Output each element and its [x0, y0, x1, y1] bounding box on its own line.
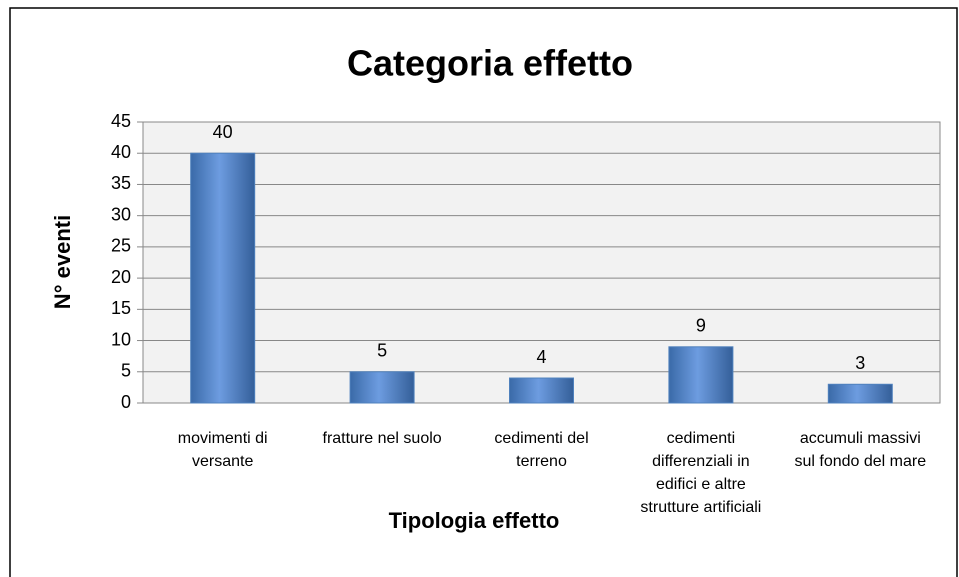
- y-tick-label: 35: [111, 173, 131, 193]
- y-tick-label: 10: [111, 329, 131, 349]
- bar: [190, 152, 256, 404]
- y-tick-label: 25: [111, 236, 131, 256]
- data-label: 3: [855, 353, 865, 373]
- data-label: 9: [696, 316, 706, 336]
- chart-title: Categoria effetto: [347, 43, 633, 84]
- x-tick-label: cedimenti del terreno: [494, 430, 589, 470]
- y-tick-label: 45: [111, 111, 131, 131]
- y-tick-label: 5: [121, 361, 131, 381]
- y-tick-label: 0: [121, 392, 131, 412]
- bar: [827, 383, 893, 404]
- data-label: 4: [536, 347, 546, 367]
- bar: [349, 371, 415, 404]
- y-axis-title: N° eventi: [50, 215, 75, 309]
- y-tick-label: 20: [111, 267, 131, 287]
- bar: [509, 377, 574, 404]
- y-tick-label: 15: [111, 298, 131, 318]
- x-axis-title: Tipologia effetto: [389, 508, 560, 533]
- x-tick-label: accumuli massivi sul fondo del mare: [794, 430, 927, 470]
- x-tick-label: movimenti di versante: [177, 430, 268, 470]
- data-label: 40: [213, 122, 233, 142]
- y-tick-label: 30: [111, 204, 131, 224]
- x-tick-label: fratture nel suolo: [322, 430, 442, 447]
- data-label: 5: [377, 341, 387, 361]
- y-tick-label: 40: [111, 142, 131, 162]
- x-tick-label: cedimenti differenziali in edifici e alt…: [640, 430, 762, 516]
- chart-border: [9, 7, 958, 577]
- bar: [668, 346, 734, 404]
